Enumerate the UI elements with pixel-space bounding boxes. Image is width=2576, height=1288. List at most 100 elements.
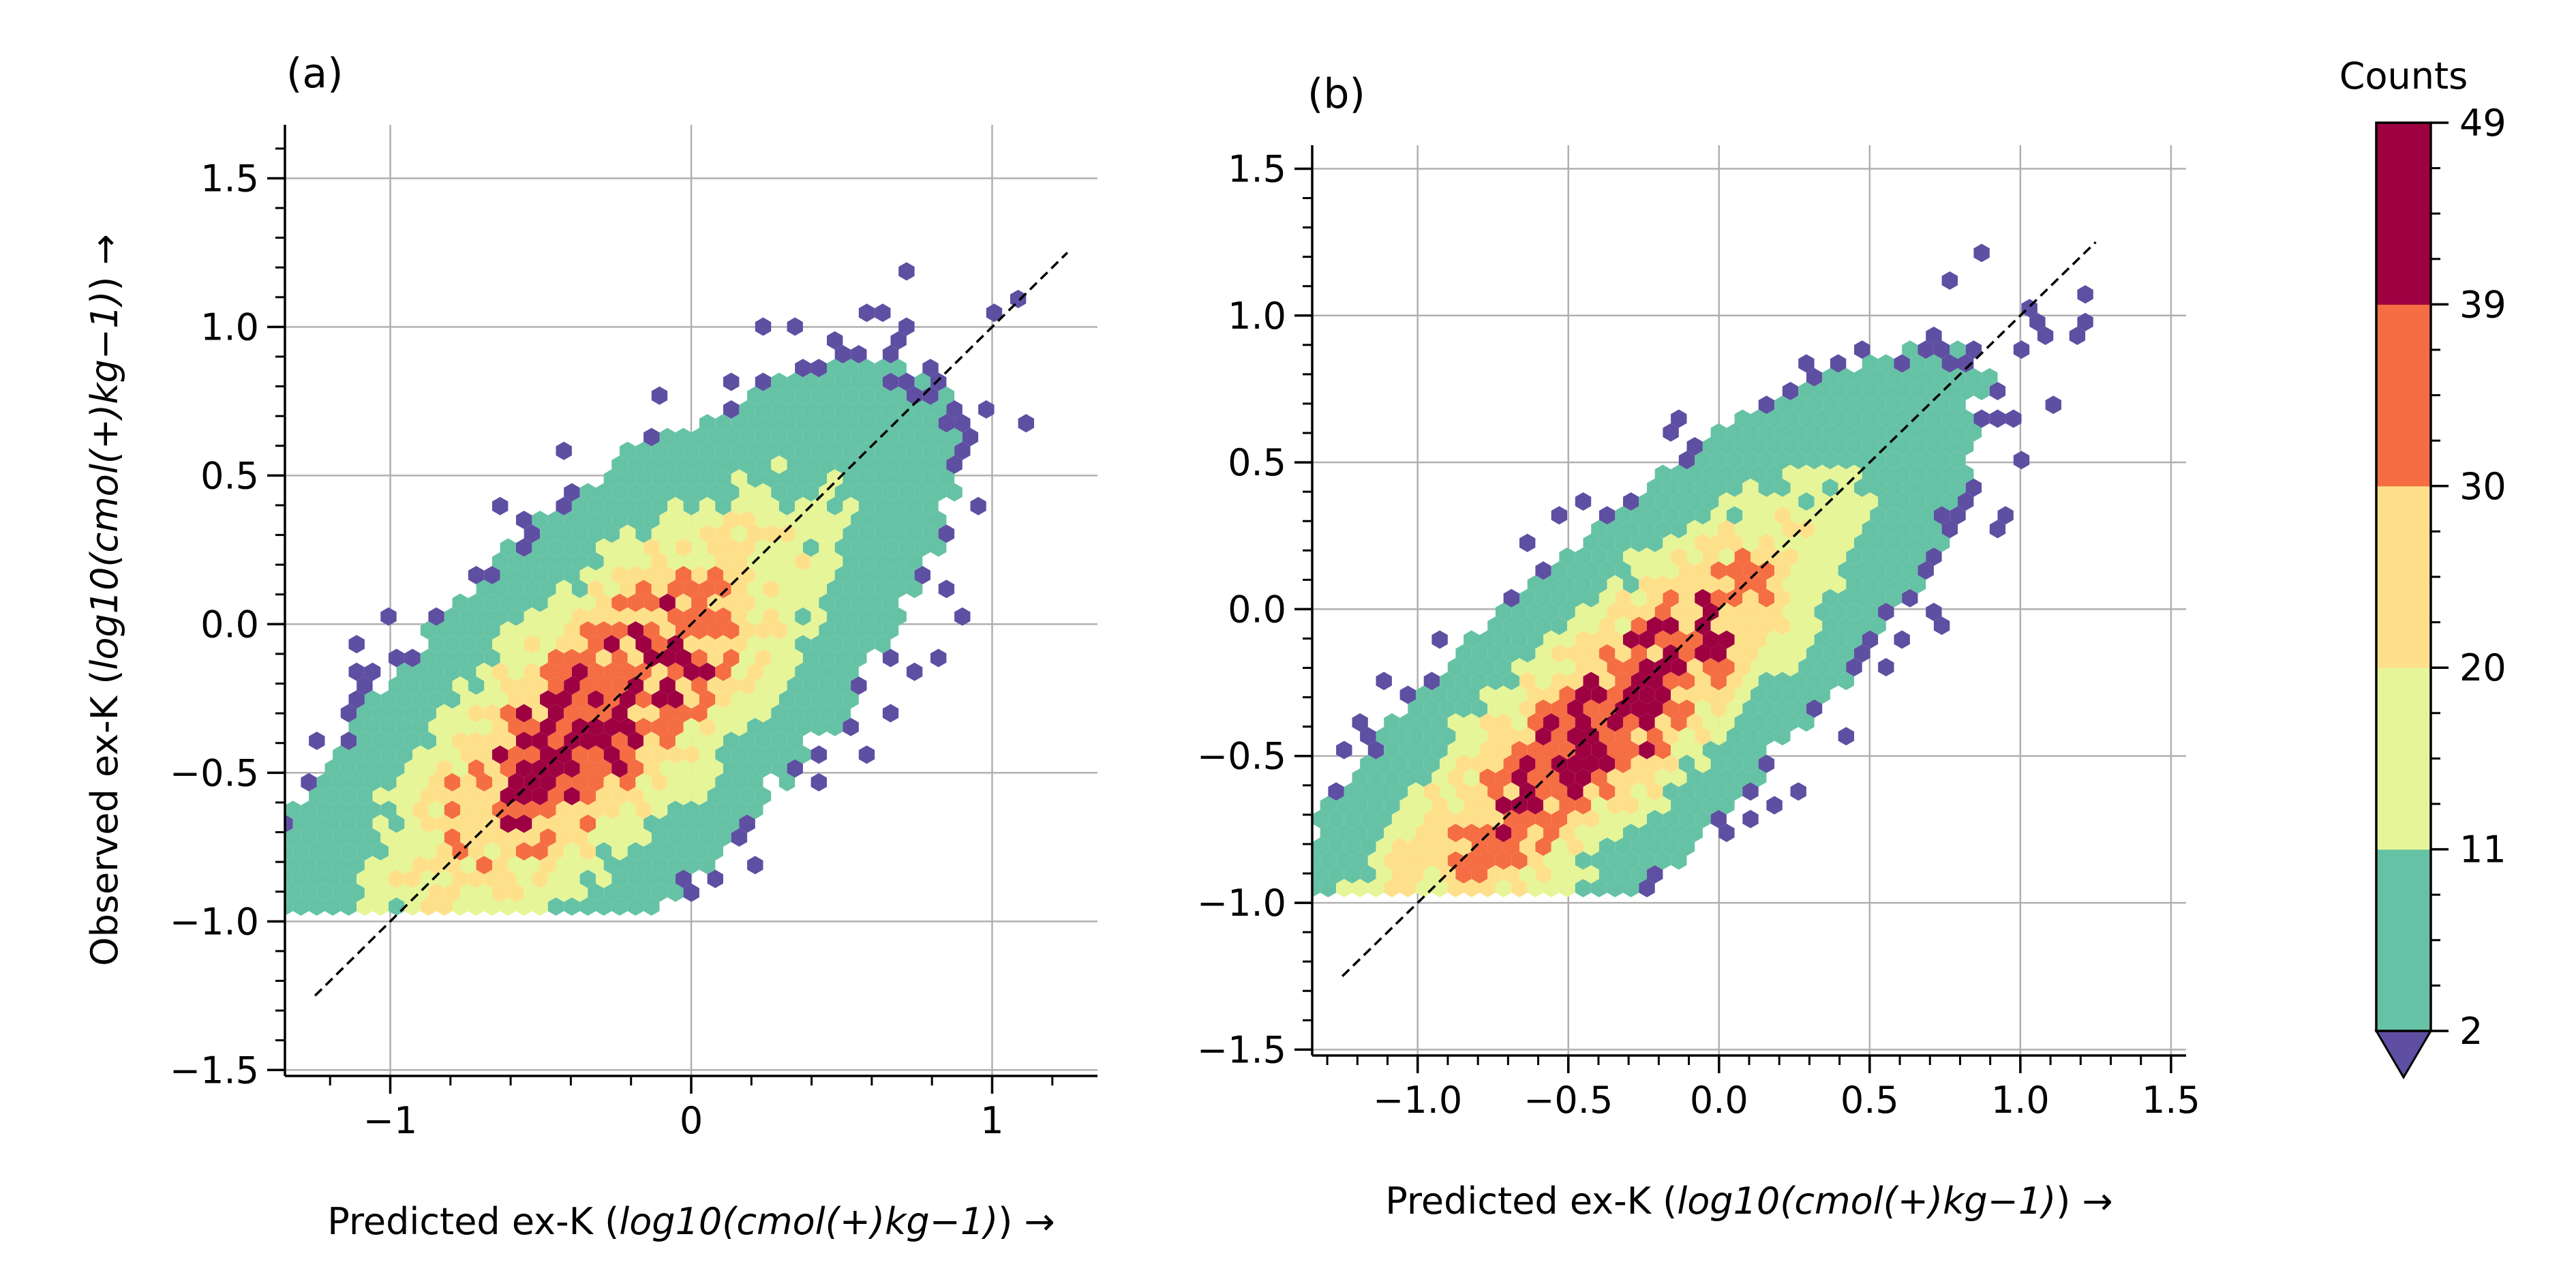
panel-b-hexbin xyxy=(1567,837,1584,856)
panel-b-hexbin xyxy=(1455,699,1472,718)
panel-a-hexbin xyxy=(739,814,755,833)
panel-a-hexbin xyxy=(532,869,548,888)
panel-b-hexbin xyxy=(1543,630,1560,649)
panel-a-hexbin xyxy=(620,717,636,736)
panel-a-hexbin xyxy=(731,524,748,543)
panel-a-hexbin xyxy=(611,455,628,474)
panel-a-hexbin xyxy=(723,704,740,723)
panel-b-hexbin xyxy=(1710,423,1727,442)
panel-a-hexbin xyxy=(890,607,907,626)
panel-b-hexbin xyxy=(1774,478,1791,497)
panel-a-hexbin xyxy=(651,717,668,736)
panel-b-hexbin xyxy=(1686,713,1703,732)
panel-a-hexbin xyxy=(285,856,301,875)
panel-b-hexbin xyxy=(1734,658,1751,676)
panel-b-hexbin xyxy=(1671,685,1687,704)
panel-a-hexbin xyxy=(715,441,731,460)
panel-a-hexbin xyxy=(843,469,859,488)
panel-b-hexbin xyxy=(1559,548,1575,566)
panel-b-hexbin xyxy=(1623,575,1639,594)
panel-b-hexbin xyxy=(1447,740,1464,760)
panel-a-hexbin xyxy=(492,580,509,599)
panel-a-hexbin xyxy=(875,414,891,433)
panel-b-hexbin xyxy=(1607,603,1623,621)
panel-a-hexbin xyxy=(516,676,532,695)
panel-b-hexbin xyxy=(1663,809,1679,828)
panel-b-hexbin xyxy=(1615,865,1631,884)
panel-a-hexbin xyxy=(500,621,516,640)
panel-a-hexbin xyxy=(452,676,468,695)
panel-b-hexbin xyxy=(1615,782,1631,801)
panel-b-hexbin xyxy=(1511,658,1528,676)
panel-a-hexbin xyxy=(771,455,787,474)
panel-a-hexbin xyxy=(476,800,492,820)
panel-a-hexbin xyxy=(627,869,644,888)
panel-b-hexbin xyxy=(1654,630,1671,649)
panel-b-hexbin xyxy=(1647,616,1663,635)
panel-a-hexbin xyxy=(834,400,851,419)
panel-a-hexbin xyxy=(516,593,532,612)
panel-b-hexbin xyxy=(1615,533,1631,552)
panel-b-hexbin xyxy=(1535,699,1551,718)
panel-b-hexbin xyxy=(1933,616,1950,635)
panel-b-identity-line-stroke xyxy=(1341,241,2097,977)
panel-a-hexbin xyxy=(309,814,325,833)
panel-b-label: (b) xyxy=(1307,70,1365,118)
panel-a-hexbin xyxy=(763,524,779,543)
panel-a-hexbin xyxy=(635,828,652,847)
panel-a-hexbin xyxy=(500,869,516,888)
panel-b-hexbin xyxy=(1766,575,1783,594)
panel-b-hexbin xyxy=(1639,603,1655,621)
panel-b-hexbin xyxy=(1838,533,1854,552)
panel-b-hexbin xyxy=(1814,409,1830,428)
panel-b-hexbin xyxy=(1631,837,1647,856)
panel-b-hexbin xyxy=(1702,492,1719,511)
panel-a-hexbin xyxy=(396,662,413,681)
panel-b-hexbin xyxy=(1607,851,1623,870)
panel-b-hexbin xyxy=(1511,824,1528,842)
panel-a-hexbin xyxy=(316,773,333,792)
panel-b-hexbin xyxy=(1878,575,1894,594)
panel-b-hexbin xyxy=(1950,340,1966,359)
panel-a-hexbin xyxy=(731,552,748,571)
panel-a-hexbin xyxy=(810,414,827,433)
panel-a-hexbin xyxy=(827,496,843,515)
panel-a-hexbin xyxy=(476,580,492,599)
panel-a-hexbin xyxy=(348,745,365,764)
panel-a-hexbin xyxy=(380,773,397,792)
panel-b-hexbin xyxy=(1631,809,1647,828)
panel-b-hexbin xyxy=(1583,588,1599,608)
panel-b-hexbin xyxy=(1734,575,1751,594)
panel-a-hexbin xyxy=(596,787,612,805)
panel-b-hexbin xyxy=(1495,768,1512,787)
panel-a-hexbin xyxy=(484,897,500,916)
panel-a-hexbin xyxy=(898,428,915,447)
panel-a-hexbin xyxy=(436,621,453,640)
panel-b-hexbin xyxy=(1742,588,1759,608)
panel-a-hexbin xyxy=(691,593,708,612)
panel-a-hexbin xyxy=(285,814,293,833)
panel-b-hexbin xyxy=(1551,727,1568,746)
panel-b-hexbin xyxy=(1710,644,1727,663)
panel-b-hexbin xyxy=(1583,672,1599,691)
panel-a-hexbin xyxy=(651,662,668,681)
panel-b-hexbin xyxy=(1718,796,1735,815)
panel-b-hexbin xyxy=(1598,809,1616,828)
panel-a-hexbin xyxy=(667,773,684,792)
panel-b-hexbin xyxy=(1519,865,1536,884)
panel-b-hexbin xyxy=(1958,382,1974,400)
panel-a-hexbin xyxy=(316,800,333,820)
panel-a-hexbin xyxy=(787,538,803,557)
panel-a-hexbin xyxy=(571,773,588,792)
panel-b-hexbin xyxy=(1894,575,1910,594)
panel-b-hexbin xyxy=(1941,492,1958,511)
panel-b-hexbin xyxy=(1527,768,1543,787)
panel-b-hexbin xyxy=(1926,327,1942,345)
panel-b-hexbin xyxy=(1431,851,1448,870)
panel-a-hexbin xyxy=(834,593,851,612)
panel-b-hexbin xyxy=(1950,423,1966,442)
panel-b-hexbin xyxy=(1654,768,1671,787)
panel-a-hexbin xyxy=(707,593,723,612)
panel-a-hexbin xyxy=(484,648,500,668)
panel-b-hexbin xyxy=(1344,837,1361,856)
